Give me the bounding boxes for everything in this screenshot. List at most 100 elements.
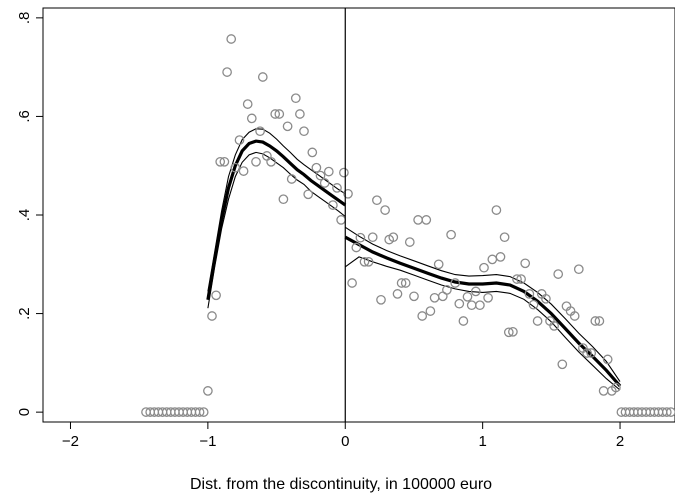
data-point bbox=[328, 200, 338, 210]
left-fit-line bbox=[206, 139, 347, 301]
data-point bbox=[219, 156, 230, 167]
data-point bbox=[421, 215, 432, 225]
data-point bbox=[586, 348, 597, 358]
data-point bbox=[491, 205, 502, 215]
right-upper-ci-line bbox=[345, 226, 621, 382]
data-point bbox=[376, 294, 386, 305]
left-lower-ci-line bbox=[207, 151, 346, 309]
data-point bbox=[661, 407, 672, 417]
data-point bbox=[409, 291, 419, 302]
data-point bbox=[470, 286, 481, 297]
data-point bbox=[611, 382, 621, 393]
data-point bbox=[569, 311, 580, 321]
data-point bbox=[215, 156, 226, 167]
data-point bbox=[594, 316, 605, 326]
data-point bbox=[257, 72, 268, 82]
data-point bbox=[541, 293, 551, 304]
data-point bbox=[319, 178, 330, 188]
data-point bbox=[255, 126, 265, 137]
data-point bbox=[495, 252, 506, 262]
scatter-points bbox=[141, 34, 675, 417]
data-point bbox=[363, 256, 374, 267]
data-point bbox=[278, 194, 289, 205]
data-point bbox=[475, 300, 485, 311]
x-axis: −2 −1 0 1 2 bbox=[62, 422, 624, 450]
y-tick-label: .8 bbox=[16, 12, 33, 25]
data-point bbox=[590, 316, 601, 326]
plot-area bbox=[42, 7, 675, 423]
right-fit-line bbox=[344, 235, 622, 388]
data-point bbox=[238, 166, 249, 176]
data-point bbox=[234, 135, 245, 145]
data-point bbox=[483, 292, 493, 303]
data-point bbox=[582, 348, 592, 358]
data-point bbox=[211, 290, 221, 301]
data-point bbox=[307, 147, 318, 158]
data-point bbox=[446, 229, 456, 240]
data-point bbox=[367, 232, 378, 243]
data-point bbox=[458, 316, 469, 326]
data-point bbox=[400, 278, 411, 288]
x-tick-label: 1 bbox=[478, 433, 486, 450]
data-point bbox=[499, 232, 510, 243]
data-point bbox=[392, 289, 403, 299]
data-point bbox=[230, 162, 241, 173]
data-point bbox=[528, 299, 539, 310]
data-point bbox=[508, 326, 518, 337]
data-point bbox=[282, 121, 293, 132]
data-point bbox=[347, 278, 357, 288]
x-tick-label: −1 bbox=[199, 433, 216, 450]
data-point bbox=[404, 237, 415, 247]
data-point bbox=[242, 99, 253, 109]
data-point bbox=[270, 109, 281, 119]
data-point bbox=[433, 259, 444, 270]
data-point bbox=[417, 311, 428, 321]
data-point bbox=[222, 67, 232, 77]
y-tick-label: 0 bbox=[16, 408, 33, 416]
y-tick-label: .4 bbox=[16, 209, 33, 222]
data-point bbox=[503, 327, 514, 338]
data-point bbox=[520, 258, 531, 269]
data-point bbox=[380, 205, 390, 215]
data-point bbox=[573, 264, 584, 275]
data-point bbox=[251, 156, 261, 167]
right-lower-ci-line bbox=[344, 256, 621, 391]
data-point bbox=[246, 113, 257, 124]
y-axis: 0 .2 .4 .6 .8 bbox=[16, 12, 43, 416]
data-point bbox=[203, 386, 213, 396]
data-point bbox=[266, 156, 276, 167]
data-point bbox=[351, 242, 362, 253]
x-axis-title: Dist. from the discontinuity, in 100000 … bbox=[190, 476, 492, 493]
data-point bbox=[226, 34, 237, 44]
data-point bbox=[396, 278, 407, 288]
x-tick-label: 0 bbox=[341, 433, 349, 450]
data-point bbox=[454, 298, 465, 309]
data-point bbox=[359, 256, 370, 267]
data-point bbox=[315, 170, 326, 181]
data-point bbox=[303, 189, 314, 200]
data-point bbox=[516, 274, 526, 284]
data-point bbox=[442, 285, 452, 295]
data-point bbox=[388, 232, 399, 243]
data-point bbox=[295, 109, 305, 119]
data-point bbox=[343, 188, 353, 199]
confidence-band-lines bbox=[207, 128, 621, 391]
data-point bbox=[557, 359, 568, 370]
data-point bbox=[462, 291, 473, 302]
data-point bbox=[666, 407, 675, 417]
data-point bbox=[549, 321, 559, 331]
data-point bbox=[602, 354, 613, 365]
data-point bbox=[553, 269, 564, 279]
data-point bbox=[450, 278, 461, 288]
data-point bbox=[286, 174, 297, 184]
data-point bbox=[323, 166, 334, 177]
data-point bbox=[512, 274, 522, 284]
y-tick-label: .6 bbox=[16, 110, 33, 123]
data-point bbox=[372, 195, 382, 206]
data-point bbox=[332, 183, 342, 193]
data-point bbox=[274, 109, 285, 119]
fitted-lines bbox=[206, 139, 622, 388]
y-tick-label: .2 bbox=[16, 307, 33, 320]
data-point bbox=[290, 93, 301, 104]
